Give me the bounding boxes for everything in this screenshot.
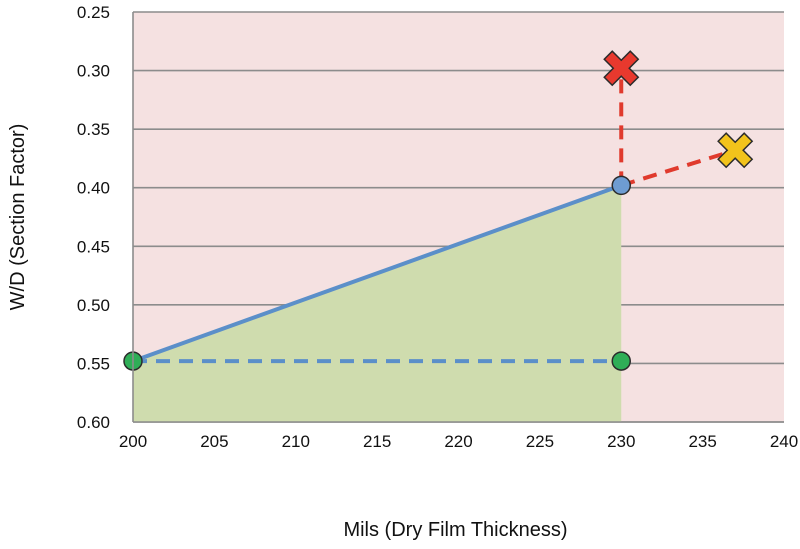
y-tick-label: 0.25 bbox=[77, 3, 110, 22]
x-tick-label: 230 bbox=[607, 432, 635, 451]
y-axis-ticks: 0.25 0.30 0.35 0.40 0.45 0.50 0.55 0.60 bbox=[77, 3, 110, 432]
cross-marker bbox=[603, 50, 640, 87]
x-tick-label: 220 bbox=[444, 432, 472, 451]
y-tick-label: 0.50 bbox=[77, 296, 110, 315]
y-tick-label: 0.45 bbox=[77, 237, 110, 256]
y-tick-label: 0.35 bbox=[77, 120, 110, 139]
marker-layer bbox=[123, 50, 754, 371]
x-tick-label: 200 bbox=[119, 432, 147, 451]
x-axis-ticks: 200 205 210 215 220 225 230 235 240 bbox=[119, 432, 798, 451]
x-axis-title: Mils (Dry Film Thickness) bbox=[343, 519, 567, 541]
series-line bbox=[132, 183, 622, 363]
y-tick-label: 0.55 bbox=[77, 354, 110, 373]
x-tick-label: 205 bbox=[200, 432, 228, 451]
circle-marker bbox=[611, 175, 631, 196]
x-tick-label: 235 bbox=[688, 432, 716, 451]
circle-marker bbox=[611, 351, 631, 371]
dashed-series-line bbox=[620, 148, 736, 188]
x-tick-label: 210 bbox=[282, 432, 310, 451]
y-tick-label: 0.30 bbox=[77, 62, 110, 81]
x-tick-label: 240 bbox=[770, 432, 798, 451]
x-tick-label: 215 bbox=[363, 432, 391, 451]
y-tick-label: 0.40 bbox=[77, 179, 110, 198]
cross-marker bbox=[717, 132, 754, 169]
y-tick-label: 0.60 bbox=[77, 413, 110, 432]
series-layer bbox=[132, 68, 736, 422]
x-tick-label: 225 bbox=[526, 432, 554, 451]
axes bbox=[132, 12, 784, 423]
y-axis-title: W/D (Section Factor) bbox=[7, 124, 29, 311]
